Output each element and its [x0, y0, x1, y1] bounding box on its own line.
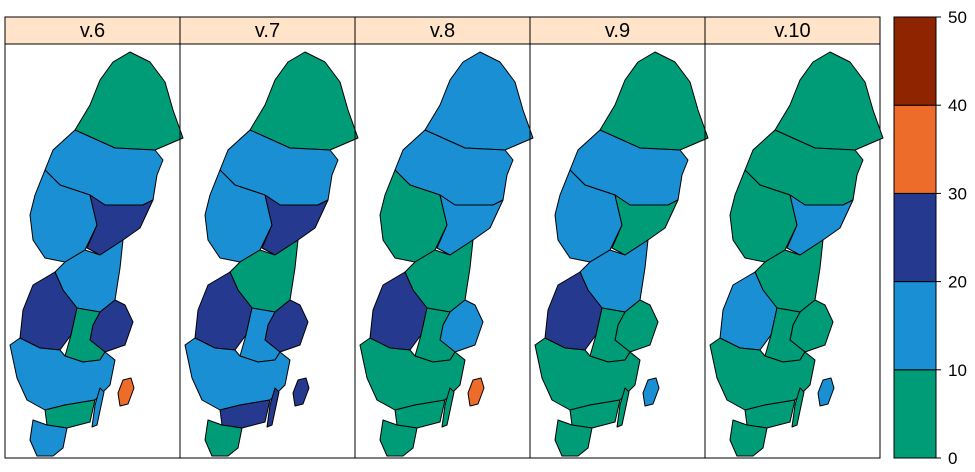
region-varmland: [194, 271, 253, 351]
region-map: [709, 51, 884, 457]
map-panel: v.9: [529, 16, 709, 459]
legend-tick-label: 10: [948, 361, 967, 380]
region-north: [774, 51, 884, 151]
region-oland: [616, 387, 630, 428]
region-south: [359, 337, 466, 411]
legend-bin: [893, 369, 937, 459]
region-north: [249, 51, 359, 151]
legend-tick-label: 40: [948, 96, 967, 115]
region-oland: [91, 387, 105, 428]
legend-bin: [893, 192, 937, 283]
region-south: [184, 337, 291, 411]
panel-label: v.9: [605, 20, 630, 42]
region-gotland: [467, 377, 485, 407]
region-map: [9, 51, 184, 457]
region-map: [359, 51, 534, 457]
region-tip: [204, 419, 243, 457]
region-gotland: [292, 377, 310, 407]
legend-tick-label: 30: [948, 184, 967, 203]
panel-frame: [704, 43, 881, 459]
region-varmland: [544, 271, 603, 351]
region-south: [709, 337, 816, 411]
region-north: [599, 51, 709, 151]
region-south: [534, 337, 641, 411]
map-panel: v.7: [179, 16, 359, 459]
map-panel: v.10: [704, 16, 884, 459]
map-panel: v.6: [4, 16, 184, 459]
region-oland: [791, 387, 805, 428]
region-map: [534, 51, 709, 457]
region-map: [184, 51, 359, 457]
legend-tick-label: 50: [948, 8, 967, 27]
region-tip: [554, 419, 593, 457]
region-oland: [441, 387, 455, 428]
region-gotland: [817, 377, 835, 407]
legend-bin: [893, 16, 937, 106]
panel-label: v.10: [774, 20, 810, 42]
panel-label: v.6: [80, 20, 105, 42]
panel-strip: [704, 16, 881, 45]
region-north: [74, 51, 184, 151]
region-gotland: [117, 377, 135, 407]
panel-label: v.8: [430, 20, 455, 42]
region-gotland: [642, 377, 660, 407]
region-varmland: [369, 271, 428, 351]
region-south: [9, 337, 116, 411]
region-varmland: [19, 271, 78, 351]
panel-strip: [4, 16, 181, 45]
region-north: [424, 51, 534, 151]
color-legend: 0 10 20 30 40 50: [893, 8, 967, 468]
region-tip: [29, 419, 68, 457]
panel-label: v.7: [255, 20, 280, 42]
legend-bin: [893, 104, 937, 194]
map-panels: v.6 v.7 v.8 v.9 v.10: [4, 16, 884, 459]
region-oland: [266, 387, 280, 428]
legend-bin: [893, 281, 937, 371]
region-tip: [379, 419, 418, 457]
legend-tick-label: 0: [948, 449, 957, 468]
region-varmland: [719, 271, 778, 351]
map-panel: v.8: [354, 16, 534, 459]
legend-tick-label: 20: [948, 273, 967, 292]
region-tip: [729, 419, 768, 457]
